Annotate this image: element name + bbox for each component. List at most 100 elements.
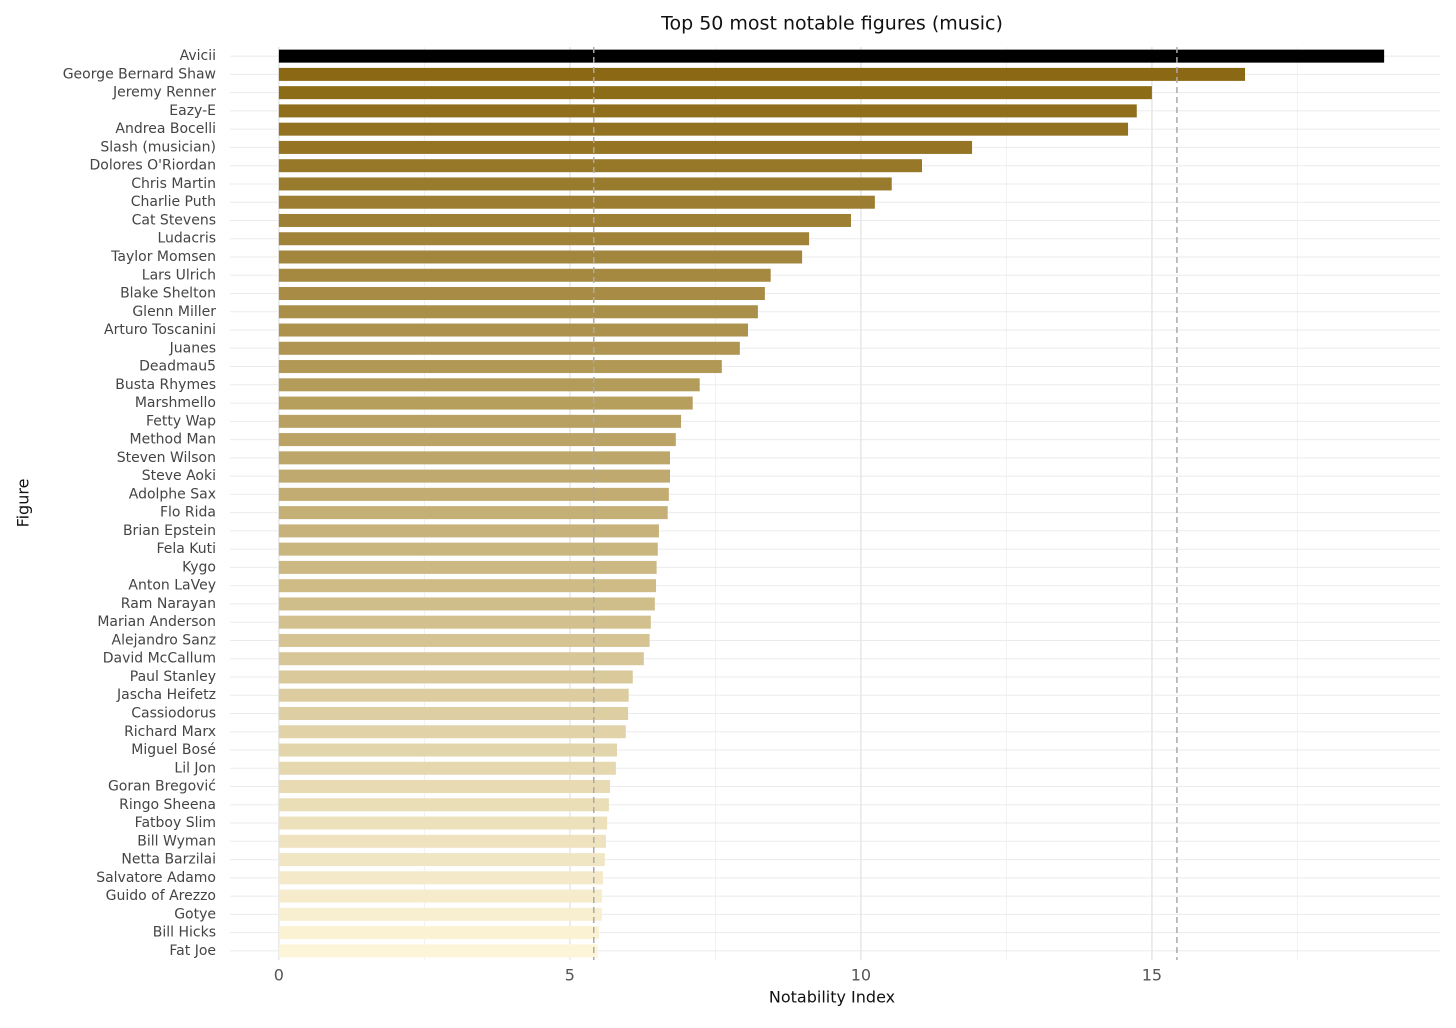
y-tick-label: Adolphe Sax [129, 486, 216, 502]
y-tick-label: Steven Wilson [117, 450, 216, 466]
bar [278, 195, 875, 209]
bar [278, 706, 629, 720]
bar [278, 743, 618, 757]
y-tick-label: Fat Joe [169, 943, 216, 959]
bar [278, 944, 598, 958]
bar [278, 414, 682, 428]
bar [278, 652, 644, 666]
bar [278, 907, 602, 921]
bar [278, 213, 852, 227]
y-tick-label: Jeremy Renner [112, 85, 216, 101]
y-tick-label: Charlie Puth [131, 194, 216, 210]
bar [278, 469, 670, 483]
y-tick-label: Cassiodorus [131, 705, 216, 721]
y-tick-label: Blake Shelton [120, 286, 216, 302]
bar [278, 926, 599, 940]
y-tick-label: Guido of Arezzo [106, 888, 216, 904]
bar [278, 378, 700, 392]
y-tick-label: Arturo Toscanini [104, 322, 216, 338]
bar [278, 305, 758, 319]
bar [278, 670, 633, 684]
bar [278, 341, 740, 355]
y-tick-label: Gotye [174, 906, 216, 922]
bar [278, 798, 609, 812]
y-tick-label: Juanes [169, 340, 216, 356]
bar [278, 615, 651, 629]
bar [278, 268, 771, 282]
bar [278, 725, 626, 739]
y-tick-label: Marshmello [135, 395, 216, 411]
bar [278, 451, 670, 465]
bar [278, 597, 655, 611]
bar [278, 834, 606, 848]
y-tick-label: Avicii [180, 48, 216, 64]
y-tick-label: Bill Wyman [137, 833, 216, 849]
y-tick-label: Fatboy Slim [135, 815, 216, 831]
bar [278, 542, 658, 556]
y-tick-label: Kygo [182, 559, 216, 575]
bar [278, 853, 605, 867]
y-tick-label: Marian Anderson [97, 614, 216, 630]
bar [278, 360, 722, 374]
y-tick-label: Steve Aoki [142, 468, 216, 484]
bar [278, 104, 1137, 118]
bar [278, 688, 629, 702]
y-tick-label: Ringo Sheena [119, 797, 216, 813]
y-axis-title: Figure [14, 479, 33, 528]
y-tick-label: Flo Rida [160, 505, 216, 521]
bar [278, 506, 668, 520]
y-tick-label: George Bernard Shaw [63, 66, 216, 82]
x-tick-label: 10 [851, 966, 871, 985]
bar [278, 323, 748, 337]
y-tick-label: David McCallum [103, 651, 216, 667]
bar [278, 140, 973, 154]
bar [278, 780, 611, 794]
y-tick-label: Andrea Bocelli [115, 121, 216, 137]
y-tick-label: Ludacris [157, 231, 216, 247]
bar [278, 487, 669, 501]
y-tick-label: Alejandro Sanz [112, 632, 216, 648]
bar [278, 816, 608, 830]
bar [278, 889, 602, 903]
bar [278, 633, 650, 647]
x-axis-title: Notability Index [769, 988, 895, 1007]
y-tick-label: Lars Ulrich [142, 267, 216, 283]
y-tick-label: Goran Bregović [108, 779, 216, 795]
y-tick-label: Jascha Heifetz [116, 687, 216, 703]
y-tick-label: Salvatore Adamo [96, 870, 216, 886]
bar [278, 86, 1152, 100]
bar [278, 287, 765, 301]
bar [278, 579, 657, 593]
x-tick-label: 15 [1142, 966, 1162, 985]
bar [278, 122, 1129, 136]
y-tick-label: Chris Martin [131, 176, 216, 192]
chart-title: Top 50 most notable figures (music) [660, 13, 1003, 35]
y-tick-label: Glenn Miller [132, 304, 216, 320]
y-tick-label: Paul Stanley [130, 669, 216, 685]
y-tick-label: Bill Hicks [153, 925, 216, 941]
y-tick-label: Busta Rhymes [115, 377, 216, 393]
y-tick-label: Cat Stevens [132, 212, 216, 228]
y-tick-label: Taylor Momsen [110, 249, 216, 265]
y-tick-label: Dolores O'Riordan [89, 158, 216, 174]
bar [278, 67, 1246, 81]
y-tick-label: Fela Kuti [156, 541, 216, 557]
y-tick-label: Lil Jon [174, 760, 216, 776]
bar [278, 396, 693, 410]
bar [278, 433, 676, 447]
y-tick-label: Miguel Bosé [131, 742, 216, 758]
bar [278, 159, 923, 173]
y-tick-label: Deadmau5 [139, 359, 216, 375]
bar [278, 560, 657, 574]
x-tick-label: 0 [274, 966, 284, 985]
y-tick-label: Fetty Wap [146, 413, 216, 429]
y-tick-label: Slash (musician) [100, 139, 216, 155]
y-tick-label: Richard Marx [124, 724, 216, 740]
bar [278, 524, 659, 538]
y-tick-label: Eazy-E [169, 103, 216, 119]
y-tick-label: Brian Epstein [123, 523, 216, 539]
x-tick-label: 5 [565, 966, 575, 985]
bar [278, 250, 803, 264]
bar [278, 871, 604, 885]
